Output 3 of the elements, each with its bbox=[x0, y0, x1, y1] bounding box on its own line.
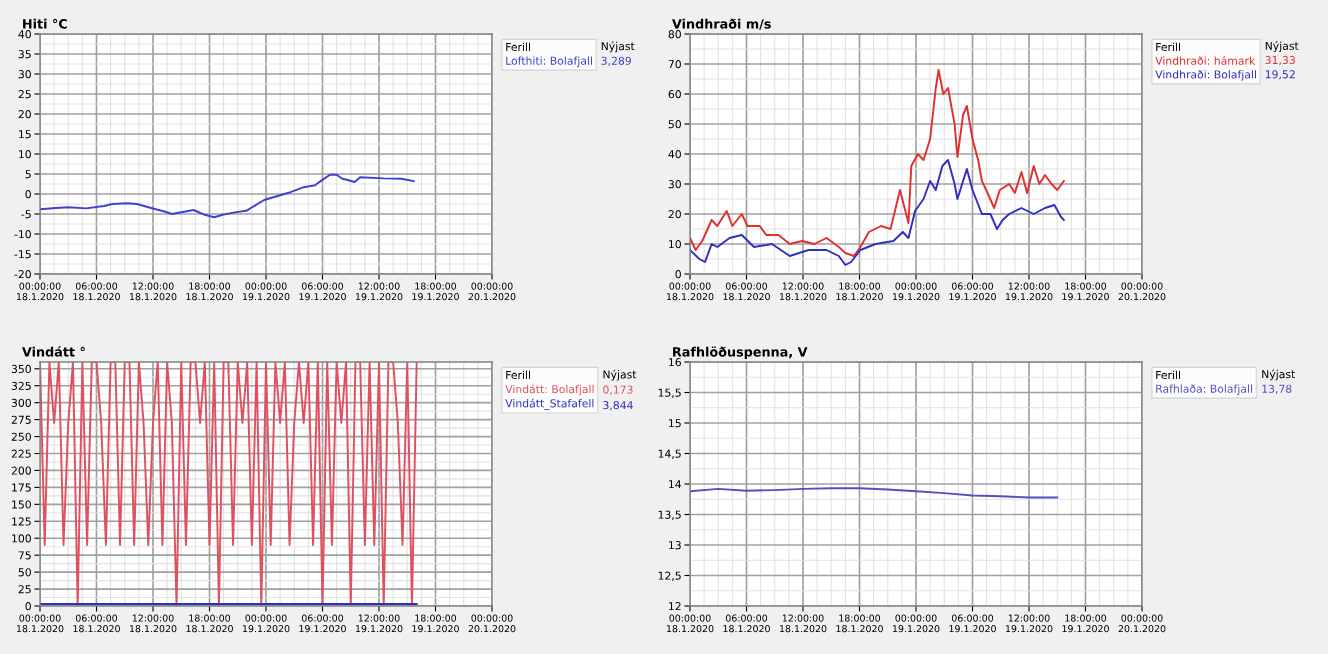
line-series bbox=[40, 173, 415, 219]
line-series bbox=[690, 159, 1065, 266]
line-series bbox=[690, 69, 1065, 257]
